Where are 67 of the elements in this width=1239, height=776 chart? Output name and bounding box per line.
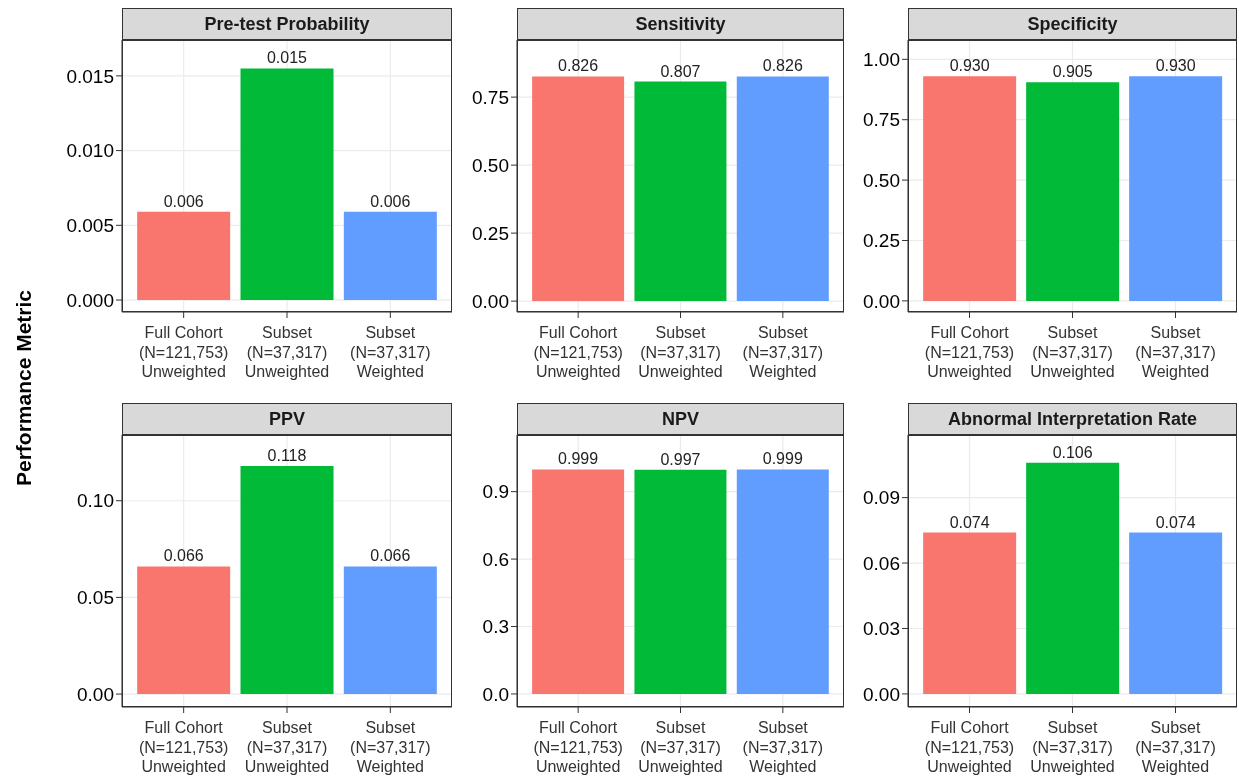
y-tick-label: 0.25: [863, 230, 900, 252]
data-label: 0.006: [370, 192, 411, 210]
y-tick-label: 0.010: [66, 140, 114, 162]
chart-title: Specificity: [908, 8, 1237, 40]
x-tick-label: Full Cohort (N=121,753) Unweighted: [924, 719, 1015, 775]
y-tick-label: 0.00: [863, 683, 900, 705]
x-tick-label: Subset (N=37,317) Unweighted: [1030, 324, 1115, 380]
chart-title: Sensitivity: [517, 8, 844, 40]
y-tick-label: 0.50: [863, 169, 900, 191]
y-tick-label: 0.25: [472, 222, 509, 244]
x-tick-label: Subset (N=37,317) Weighted: [742, 719, 824, 775]
data-label: 0.015: [266, 49, 308, 67]
chart-title: Abnormal Interpretation Rate: [908, 403, 1237, 435]
y-tick-label: 0.03: [863, 618, 900, 640]
data-label: 0.118: [267, 446, 307, 464]
y-tick-label: 0.015: [66, 65, 114, 87]
y-tick-label: 0.005: [66, 215, 114, 237]
y-tick-label: 0.05: [77, 587, 114, 609]
x-tick-label: Subset (N=37,317) Weighted: [742, 324, 824, 380]
data-label: 0.905: [1052, 63, 1093, 81]
y-tick-label: 0.06: [863, 552, 900, 574]
data-label: 0.074: [949, 513, 990, 531]
data-label: 0.106: [1052, 443, 1093, 461]
x-tick-label: Subset (N=37,317) Unweighted: [244, 324, 330, 380]
chart-title: NPV: [517, 403, 844, 435]
data-label: 0.826: [558, 57, 599, 75]
y-tick-label: 0.000: [66, 289, 114, 311]
data-label: 0.066: [370, 547, 411, 565]
y-tick-label: 0.0: [482, 683, 509, 705]
data-label: 0.930: [949, 57, 990, 75]
x-tick-label: Subset (N=37,317) Unweighted: [244, 719, 330, 775]
y-tick-label: 1.00: [863, 49, 900, 71]
data-label: 0.930: [1155, 57, 1196, 75]
data-label: 0.074: [1155, 513, 1196, 531]
y-tick-label: 0.10: [77, 490, 114, 512]
y-tick-label: 0.00: [472, 290, 509, 312]
x-tick-label: Full Cohort (N=121,753) Unweighted: [924, 324, 1015, 380]
y-tick-label: 0.6: [482, 548, 509, 570]
x-tick-label: Subset (N=37,317) Weighted: [1135, 719, 1216, 775]
y-tick-label: 0.50: [472, 154, 509, 176]
x-tick-label: Full Cohort (N=121,753) Unweighted: [533, 719, 623, 775]
data-label: 0.066: [163, 547, 204, 565]
x-tick-label: Full Cohort (N=121,753) Unweighted: [138, 719, 229, 775]
y-tick-label: 0.75: [863, 109, 900, 131]
x-tick-label: Subset (N=37,317) Unweighted: [1030, 719, 1115, 775]
x-tick-label: Subset (N=37,317) Weighted: [1135, 324, 1216, 380]
y-axis-title: Performance Metric: [12, 289, 36, 487]
data-label: 0.999: [558, 450, 599, 468]
y-tick-label: 0.75: [472, 86, 509, 108]
data-label: 0.807: [660, 62, 701, 80]
y-tick-label: 0.00: [77, 683, 114, 705]
x-tick-label: Full Cohort (N=121,753) Unweighted: [533, 324, 623, 380]
chart-title: PPV: [122, 403, 452, 435]
data-label: 0.826: [762, 57, 803, 75]
x-tick-label: Subset (N=37,317) Unweighted: [638, 719, 723, 775]
data-label: 0.997: [660, 450, 701, 468]
y-tick-label: 0.9: [482, 481, 509, 503]
y-tick-label: 0.3: [482, 616, 509, 638]
x-tick-label: Subset (N=37,317) Weighted: [350, 324, 431, 380]
chart-title: Pre-test Probability: [122, 8, 452, 40]
x-tick-label: Subset (N=37,317) Weighted: [350, 719, 431, 775]
y-tick-label: 0.00: [863, 290, 900, 312]
x-tick-label: Full Cohort (N=121,753) Unweighted: [138, 324, 229, 380]
data-label: 0.999: [762, 450, 803, 468]
data-label: 0.006: [163, 192, 204, 210]
x-tick-label: Subset (N=37,317) Unweighted: [638, 324, 723, 380]
y-tick-label: 0.09: [863, 487, 900, 509]
